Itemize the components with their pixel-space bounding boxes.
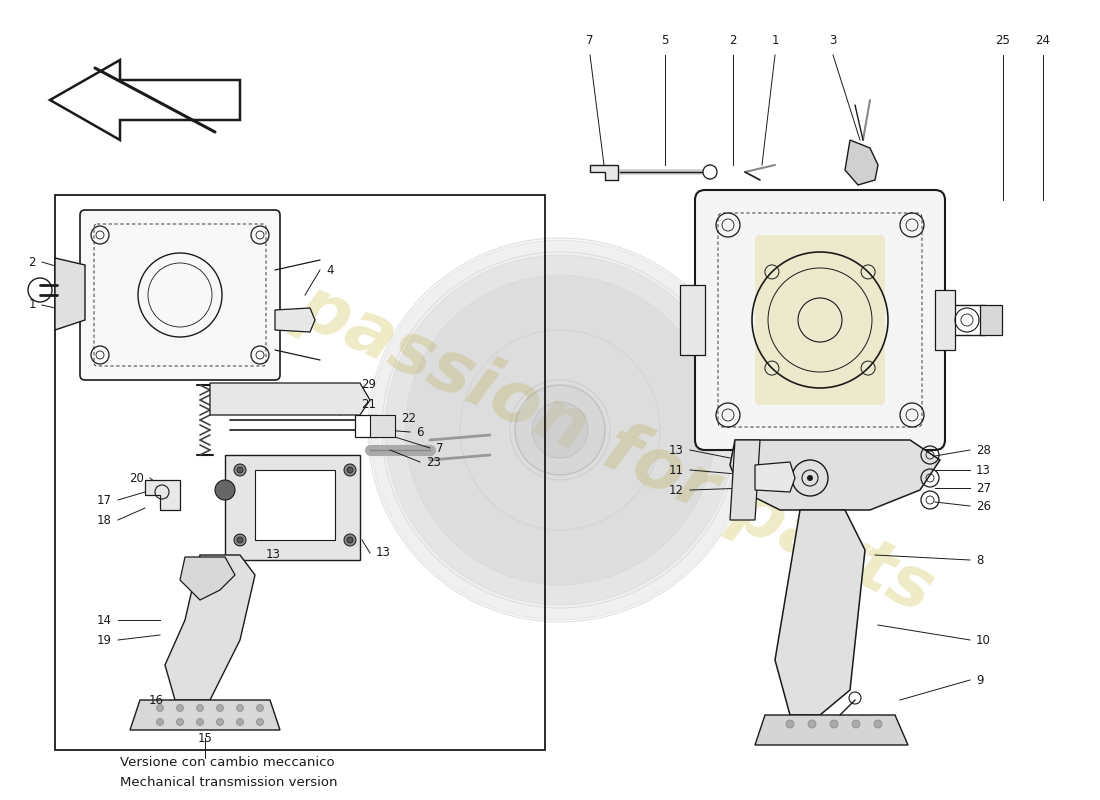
- Text: 8: 8: [976, 554, 983, 566]
- Bar: [55, 195, 544, 750]
- Bar: [980, 305, 1002, 335]
- Text: 28: 28: [976, 443, 991, 457]
- Text: 29: 29: [361, 378, 376, 391]
- Bar: [355, 415, 377, 437]
- Polygon shape: [55, 258, 85, 330]
- Polygon shape: [370, 415, 395, 437]
- Circle shape: [197, 705, 204, 711]
- Circle shape: [217, 718, 223, 726]
- Polygon shape: [755, 462, 795, 492]
- Text: 7: 7: [586, 34, 594, 47]
- Circle shape: [236, 537, 243, 543]
- Circle shape: [830, 720, 838, 728]
- Circle shape: [346, 467, 353, 473]
- Circle shape: [156, 705, 164, 711]
- Text: 24: 24: [1035, 34, 1050, 47]
- FancyBboxPatch shape: [755, 235, 886, 405]
- Polygon shape: [680, 285, 705, 355]
- Text: 26: 26: [976, 499, 991, 513]
- Bar: [255, 470, 336, 540]
- Circle shape: [176, 705, 184, 711]
- Text: 6: 6: [416, 426, 424, 438]
- Circle shape: [808, 720, 816, 728]
- Text: 2: 2: [729, 34, 737, 47]
- Text: A passion for parts: A passion for parts: [214, 235, 945, 625]
- Text: 12: 12: [669, 483, 684, 497]
- Circle shape: [515, 385, 605, 475]
- FancyBboxPatch shape: [80, 210, 280, 380]
- Text: 7: 7: [436, 442, 443, 454]
- Polygon shape: [755, 715, 907, 745]
- Text: 18: 18: [97, 514, 112, 526]
- Text: 15: 15: [198, 731, 212, 745]
- Circle shape: [217, 705, 223, 711]
- Text: 20: 20: [129, 471, 144, 485]
- Text: 1: 1: [771, 34, 779, 47]
- Polygon shape: [50, 60, 240, 140]
- Text: 13: 13: [266, 549, 280, 562]
- Polygon shape: [226, 455, 360, 560]
- Text: 9: 9: [976, 674, 983, 686]
- Circle shape: [197, 718, 204, 726]
- Circle shape: [236, 467, 243, 473]
- Text: 13: 13: [976, 463, 991, 477]
- Polygon shape: [130, 700, 280, 730]
- Text: 19: 19: [97, 634, 112, 646]
- Circle shape: [256, 705, 264, 711]
- Text: 27: 27: [976, 482, 991, 494]
- Circle shape: [236, 705, 243, 711]
- Text: 2: 2: [29, 255, 36, 269]
- Circle shape: [214, 480, 235, 500]
- Circle shape: [236, 718, 243, 726]
- Text: 17: 17: [97, 494, 112, 506]
- Circle shape: [786, 720, 794, 728]
- Circle shape: [176, 718, 184, 726]
- Polygon shape: [180, 557, 235, 600]
- Text: Versione con cambio meccanico: Versione con cambio meccanico: [120, 755, 334, 769]
- Polygon shape: [935, 290, 955, 350]
- Circle shape: [385, 255, 735, 605]
- Polygon shape: [590, 165, 618, 180]
- Text: 21: 21: [361, 398, 376, 411]
- Text: 16: 16: [148, 694, 164, 706]
- Circle shape: [234, 464, 246, 476]
- Circle shape: [703, 165, 717, 179]
- Text: 1: 1: [29, 298, 36, 311]
- Polygon shape: [275, 308, 315, 332]
- Text: 25: 25: [996, 34, 1011, 47]
- Circle shape: [852, 720, 860, 728]
- Text: 22: 22: [402, 411, 416, 425]
- Polygon shape: [845, 140, 878, 185]
- Text: 10: 10: [976, 634, 991, 646]
- Text: 3: 3: [829, 34, 837, 47]
- Circle shape: [344, 534, 356, 546]
- Polygon shape: [776, 510, 865, 715]
- Polygon shape: [145, 480, 180, 510]
- Text: 13: 13: [376, 546, 390, 559]
- Circle shape: [807, 475, 813, 481]
- Text: 23: 23: [426, 455, 441, 469]
- Circle shape: [874, 720, 882, 728]
- Text: 13: 13: [669, 443, 684, 457]
- Polygon shape: [730, 440, 940, 510]
- Polygon shape: [210, 383, 370, 415]
- FancyBboxPatch shape: [695, 190, 945, 450]
- Text: 5: 5: [661, 34, 669, 47]
- Circle shape: [405, 275, 715, 585]
- Text: Mechanical transmission version: Mechanical transmission version: [120, 777, 338, 790]
- Circle shape: [346, 537, 353, 543]
- Text: 11: 11: [669, 463, 684, 477]
- Circle shape: [156, 718, 164, 726]
- Circle shape: [256, 718, 264, 726]
- Circle shape: [234, 534, 246, 546]
- Text: 4: 4: [326, 263, 333, 277]
- Polygon shape: [165, 555, 255, 700]
- Circle shape: [532, 402, 588, 458]
- Text: 14: 14: [97, 614, 112, 626]
- Circle shape: [370, 240, 750, 620]
- Circle shape: [344, 464, 356, 476]
- Polygon shape: [730, 440, 760, 520]
